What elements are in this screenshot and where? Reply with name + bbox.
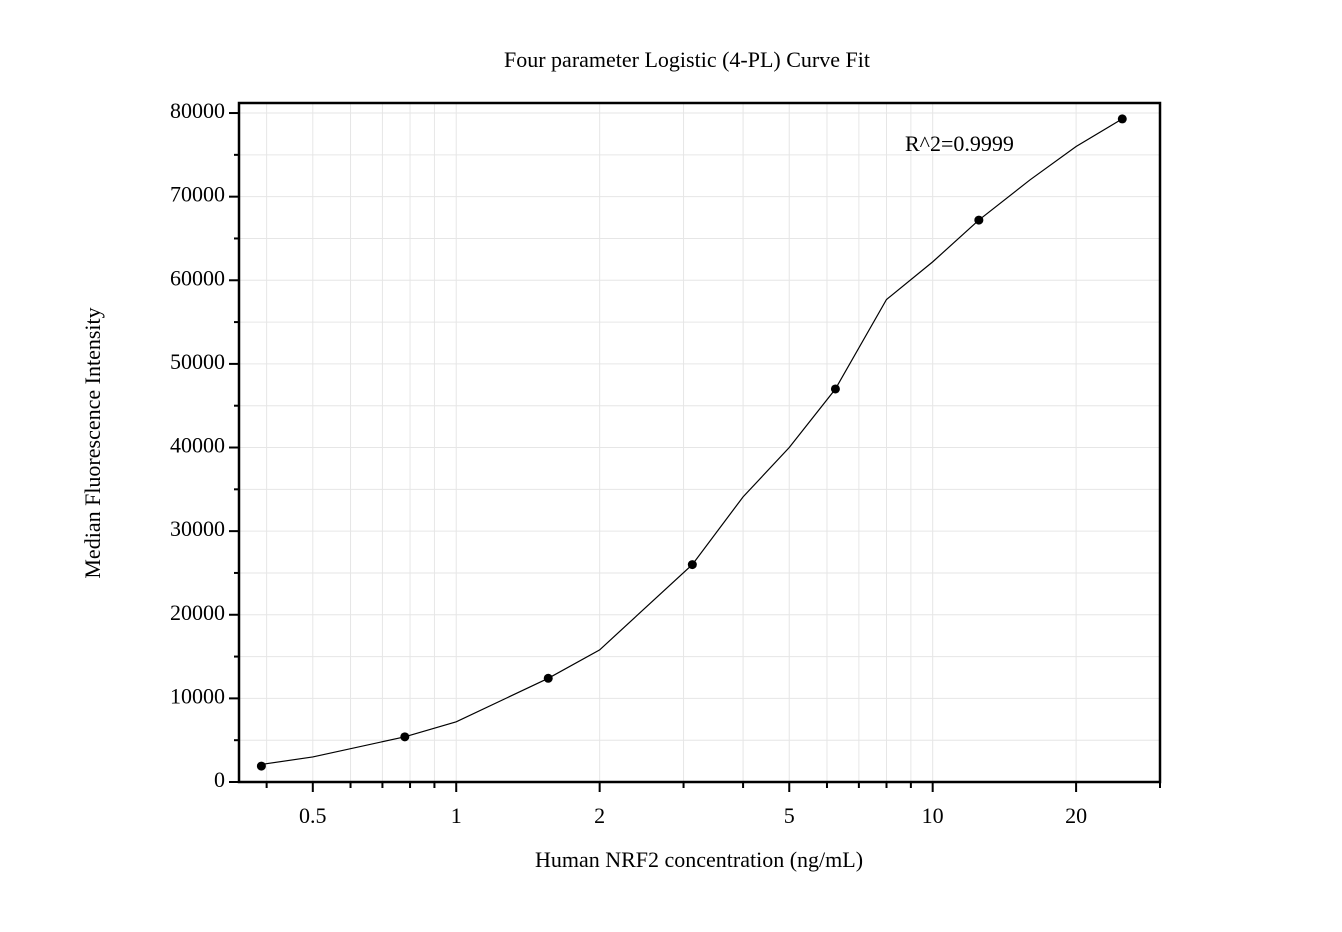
data-point [974,215,984,225]
data-point [543,673,553,683]
annotation: R^2=0.9999 [905,131,1014,156]
x-tick-label: 2 [594,803,605,828]
data-point [400,732,410,742]
y-tick-label: 20000 [170,600,225,625]
x-tick-label: 5 [784,803,795,828]
y-tick-label: 80000 [170,98,225,123]
chart-title: Four parameter Logistic (4-PL) Curve Fit [504,47,870,72]
y-tick-label: 10000 [170,683,225,708]
y-tick-label: 70000 [170,182,225,207]
x-axis-label: Human NRF2 concentration (ng/mL) [535,847,863,872]
marks [256,114,1127,771]
x-tick-label: 20 [1065,803,1087,828]
data-point [687,560,697,570]
data-point [256,761,266,771]
x-tick-label: 1 [451,803,462,828]
grid [239,103,1161,783]
x-tick-label: 10 [922,803,944,828]
data-point [1117,114,1127,124]
y-tick-label: 50000 [170,349,225,374]
y-tick-label: 40000 [170,433,225,458]
y-tick-label: 0 [214,767,225,792]
x-tick-label: 0.5 [299,803,327,828]
y-axis-label: Median Fluorescence Intensity [80,307,105,578]
y-tick-label: 30000 [170,516,225,541]
data-point [830,384,840,394]
plot-frame [237,101,1162,784]
y-tick-label: 60000 [170,265,225,290]
fit-curve [261,118,1123,766]
